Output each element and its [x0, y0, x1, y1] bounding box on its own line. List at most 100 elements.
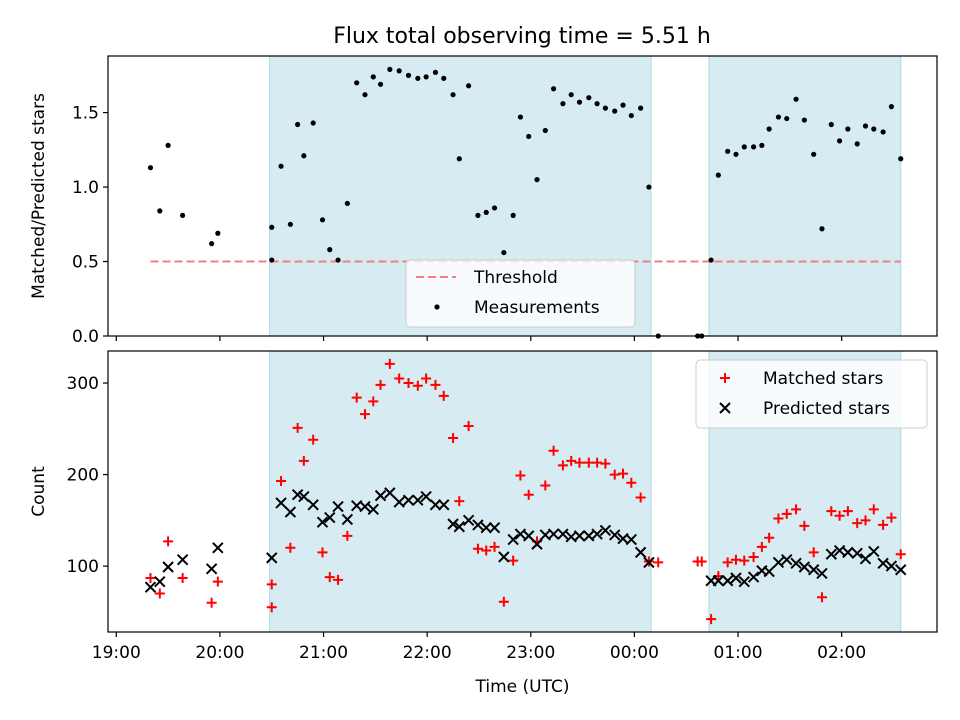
top-panel: 0.0 0.5 1.0 1.5 Matched/Predicted stars Thres…	[29, 55, 938, 347]
data-point	[275, 497, 287, 509]
data-point	[307, 499, 319, 511]
legend-measurements-swatch	[434, 304, 440, 310]
data-point	[566, 455, 577, 466]
data-point	[180, 212, 186, 218]
data-point	[862, 123, 869, 129]
data-point	[517, 114, 524, 120]
data-point	[548, 445, 559, 456]
shaded-interval	[269, 350, 652, 633]
data-point	[756, 541, 767, 552]
y-tick-label: 0.5	[72, 253, 99, 273]
data-point	[206, 597, 217, 608]
data-point	[851, 547, 863, 559]
data-point	[287, 221, 293, 227]
data-point	[284, 506, 297, 518]
data-point	[738, 575, 750, 588]
data-point	[898, 156, 904, 162]
data-point	[852, 518, 863, 529]
data-point	[396, 68, 402, 74]
data-point	[748, 551, 759, 562]
data-point	[163, 536, 174, 547]
data-point	[600, 458, 611, 469]
data-point	[415, 75, 421, 81]
data-point	[402, 494, 415, 506]
legend-box	[695, 359, 928, 429]
data-point	[351, 392, 362, 403]
data-point	[298, 490, 310, 503]
data-point	[568, 92, 574, 98]
data-point	[498, 551, 510, 563]
data-point	[430, 379, 441, 390]
data-point	[488, 521, 501, 534]
data-point	[816, 567, 828, 580]
data-point	[634, 546, 647, 559]
data-point	[375, 379, 386, 390]
legend-swatch	[720, 373, 730, 383]
data-point	[447, 518, 459, 530]
data-point	[766, 126, 772, 132]
data-point	[773, 513, 784, 524]
data-point	[515, 470, 526, 481]
data-point	[295, 121, 301, 128]
data-point	[540, 480, 551, 491]
data-point	[147, 165, 154, 171]
data-point	[145, 572, 156, 583]
data-point	[807, 564, 820, 576]
legend-box	[405, 259, 636, 328]
legend-threshold-label: Threshold	[473, 268, 558, 288]
data-point	[269, 257, 275, 263]
chart-title: Flux total observing time = 5.51 h	[333, 24, 711, 49]
data-point	[759, 142, 765, 148]
data-point	[154, 575, 166, 588]
data-point	[790, 557, 802, 570]
data-point	[456, 156, 462, 162]
data-point	[450, 92, 456, 98]
y-tick-label: 100	[67, 557, 99, 577]
data-point	[298, 455, 309, 466]
data-point	[412, 380, 423, 391]
data-point	[526, 133, 532, 140]
data-point	[609, 529, 621, 541]
legend-label: Predicted stars	[763, 399, 890, 419]
data-point	[730, 572, 742, 584]
data-point	[362, 92, 368, 98]
data-point	[370, 74, 376, 80]
data-point	[801, 117, 807, 123]
data-point	[811, 151, 817, 157]
y-tick-label: 200	[67, 466, 99, 486]
data-point	[626, 477, 637, 488]
data-point	[868, 545, 880, 558]
data-point	[888, 104, 895, 110]
data-point	[405, 72, 412, 78]
data-point	[764, 532, 775, 543]
data-point	[269, 224, 275, 230]
data-point	[781, 553, 793, 566]
shaded-interval	[708, 55, 902, 337]
data-point	[895, 564, 907, 576]
data-point	[793, 96, 799, 102]
plot-frame	[107, 350, 938, 633]
data-point	[507, 533, 519, 546]
data-point	[423, 74, 429, 80]
data-point	[550, 86, 557, 92]
data-point	[421, 373, 432, 384]
data-point	[574, 457, 585, 468]
data-point	[599, 524, 612, 537]
data-point	[393, 496, 405, 508]
legend: Threshold Measurements	[405, 259, 636, 328]
data-point	[791, 504, 802, 515]
data-point	[618, 468, 629, 479]
data-point	[583, 530, 595, 542]
data-point	[278, 163, 284, 169]
data-point	[341, 513, 354, 526]
data-point	[508, 555, 519, 566]
x-tick-label: 19:00	[92, 643, 141, 663]
data-point	[276, 475, 287, 486]
data-point	[454, 496, 465, 507]
data-point	[854, 141, 860, 147]
data-point	[591, 528, 603, 540]
x-tick-label: 21:00	[299, 643, 348, 663]
data-point	[612, 108, 618, 114]
data-point	[542, 127, 548, 134]
